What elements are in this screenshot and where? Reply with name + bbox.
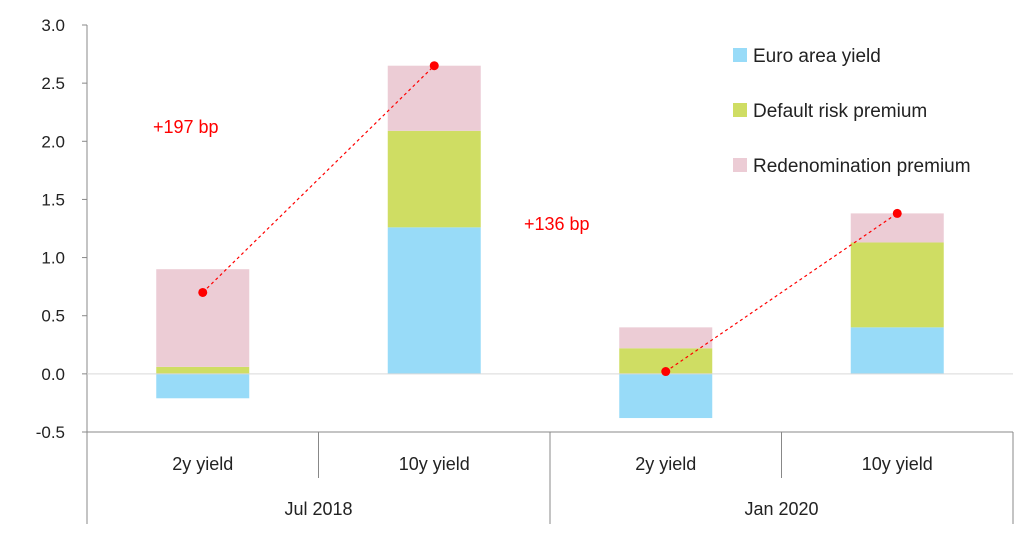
legend-swatch (733, 48, 747, 62)
bar-default-risk-premium (156, 366, 250, 374)
bar-redenomination-premium (619, 327, 713, 349)
bar-euro-area-yield (156, 373, 250, 399)
legend-label: Redenomination premium (753, 156, 971, 177)
legend-label: Euro area yield (753, 46, 881, 67)
y-tick-label: 1.0 (41, 249, 65, 268)
total-marker (892, 208, 902, 218)
bar-euro-area-yield (619, 373, 713, 419)
total-marker (661, 367, 671, 377)
x-tick-label: 10y yield (399, 454, 470, 474)
legend-label: Default risk premium (753, 101, 927, 122)
bar-redenomination-premium (850, 213, 944, 243)
x-tick-label: 2y yield (635, 454, 696, 474)
annotation: +197 bp (153, 117, 219, 137)
y-tick-label: 0.0 (41, 365, 65, 384)
y-tick-label: 2.5 (41, 74, 65, 93)
connector-line (202, 65, 435, 293)
group-label: Jan 2020 (744, 499, 818, 519)
x-tick-label: 2y yield (172, 454, 233, 474)
total-marker (429, 61, 439, 71)
y-tick-label: 0.5 (41, 307, 65, 326)
total-marker (198, 287, 208, 297)
annotation: +136 bp (524, 214, 590, 234)
bar-redenomination-premium (156, 269, 250, 367)
y-tick-label: 1.5 (41, 190, 65, 209)
legend-swatch (733, 158, 747, 172)
bar-default-risk-premium (387, 130, 481, 228)
group-label: Jul 2018 (284, 499, 352, 519)
y-tick-label: 2.0 (41, 132, 65, 151)
legend-swatch (733, 103, 747, 117)
bar-default-risk-premium (850, 242, 944, 328)
bar-redenomination-premium (387, 65, 481, 131)
x-tick-label: 10y yield (862, 454, 933, 474)
connector-line (665, 212, 898, 373)
bar-euro-area-yield (850, 327, 944, 374)
bar-euro-area-yield (387, 227, 481, 374)
y-tick-label: -0.5 (36, 423, 65, 442)
y-tick-label: 3.0 (41, 16, 65, 35)
